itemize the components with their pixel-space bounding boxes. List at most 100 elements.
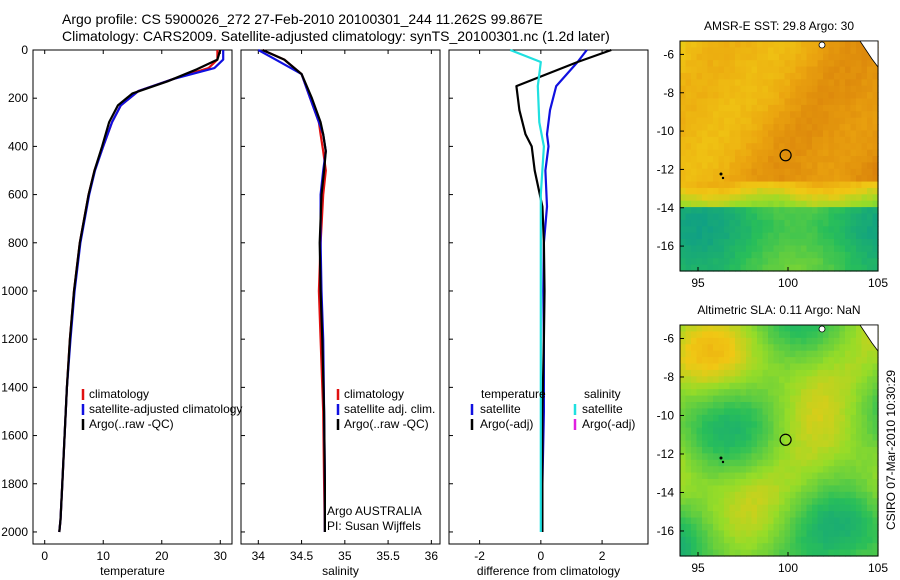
map-cell [823,395,830,403]
map-cell [751,421,758,429]
map-cell [790,363,797,371]
map-cell [795,395,802,403]
map-cell [828,124,835,132]
series-line-temperature-argo-adj- [515,48,612,532]
map-cell [867,453,874,461]
map-cell [762,536,769,544]
map-cell [680,168,687,176]
map-cell [839,239,846,247]
map-cell [828,79,835,87]
map-cell [702,149,709,157]
map-cell [806,149,813,157]
map-cell [823,194,830,202]
map-cell [768,491,775,499]
map-cell [751,523,758,531]
map-cell [856,136,863,144]
map-cell [757,92,764,100]
map-cell [768,207,775,215]
map-cell [757,517,764,525]
map-cell [845,168,852,176]
map-cell [861,219,868,227]
map-cell [801,530,808,538]
map-cell [713,66,720,74]
map-cell [867,168,874,176]
map-cell [790,389,797,397]
map-cell [856,549,863,557]
map-cell [779,79,786,87]
map-cell [713,453,720,461]
map-cell [702,498,709,506]
map-cell [696,376,703,384]
map-cell [856,92,863,100]
map-cell [707,325,714,333]
map-cell [784,194,791,202]
map-cell [685,239,692,247]
map-cell [872,251,879,259]
map-cell [707,357,714,365]
map-cell [757,530,764,538]
legend-label: Argo(..raw -QC) [344,417,429,431]
map-cell [779,434,786,442]
map-cell [724,466,731,474]
map-cell [812,251,819,259]
map-cell [784,523,791,531]
map-cell [850,226,857,234]
map-cell [757,421,764,429]
map-cell [823,98,830,106]
map-cell [724,98,731,106]
map-cell [795,543,802,551]
map-cell [768,92,775,100]
map-cell [872,226,879,234]
map-cell [740,337,747,345]
map-cell [696,350,703,358]
map-cell [806,446,813,454]
y-tick-label: 0 [21,43,28,57]
map-cell [850,376,857,384]
map-cell [718,434,725,442]
map-cell [713,498,720,506]
map-cell [746,232,753,240]
map-cell [823,408,830,416]
map-cell [845,337,852,345]
map-cell [729,427,736,435]
map-cell [680,47,687,55]
map-cell [861,194,868,202]
map-cell [790,143,797,151]
map-cell [724,344,731,352]
map-cell [696,79,703,87]
map-cell [729,264,736,272]
plot-frame-1 [32,49,233,545]
map-cell [740,395,747,403]
map-cell [718,85,725,93]
map-cell [812,325,819,333]
map-cell [746,446,753,454]
map-cell [812,472,819,480]
map-cell [828,549,835,557]
map-cell [773,491,780,499]
map-cell [850,549,857,557]
map-cell [740,498,747,506]
series-line-argo-raw-qc- [58,49,222,533]
map-cell [817,232,824,240]
map-cell [845,530,852,538]
map-cell [801,60,808,68]
map-cell [773,363,780,371]
map-cell [867,440,874,448]
map-cell [790,376,797,384]
map-cell [850,200,857,208]
map-cell [740,264,747,272]
map-cell [773,213,780,221]
map-cell [768,337,775,345]
map-cell [812,453,819,461]
map-cell [718,517,725,525]
map-cell [724,523,731,531]
map-cell [762,453,769,461]
map-cell [872,98,879,106]
map-cell [729,331,736,339]
map-cell [834,530,841,538]
map-cell [828,402,835,410]
map-cell [762,523,769,531]
plot-frame-2 [240,49,441,545]
map-cell [729,414,736,422]
map-cell [773,402,780,410]
